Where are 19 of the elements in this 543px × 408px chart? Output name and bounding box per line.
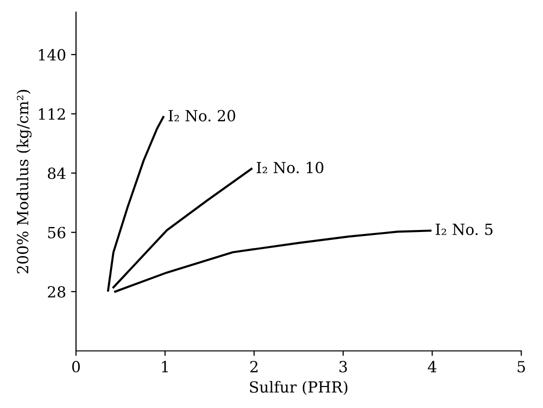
line-series: [107, 116, 164, 292]
line-series: [114, 230, 432, 293]
x-tick-label: 4: [428, 360, 436, 372]
x-tick-label: 2: [250, 360, 258, 372]
y-tick-label: 140: [39, 49, 66, 61]
series-label: I₂ No. 10: [256, 162, 324, 174]
x-tick-label: 0: [72, 360, 80, 372]
x-tick-label: 1: [162, 360, 168, 372]
y-tick-label: 112: [39, 108, 65, 120]
line-series: [112, 168, 252, 288]
y-axis-title: 200% Modulus (kg/cm²): [16, 90, 32, 274]
series-label: I₂ No. 5: [436, 224, 492, 236]
x-tick-label: 5: [518, 361, 525, 372]
x-axis-title: Sulfur (PHR): [250, 380, 348, 395]
y-tick-label: 84: [48, 168, 66, 180]
series-label: I₂ No. 20: [168, 110, 236, 122]
y-tick-label: 28: [48, 286, 66, 298]
y-tick-label: 56: [48, 226, 66, 238]
x-tick-label: 3: [339, 360, 347, 372]
